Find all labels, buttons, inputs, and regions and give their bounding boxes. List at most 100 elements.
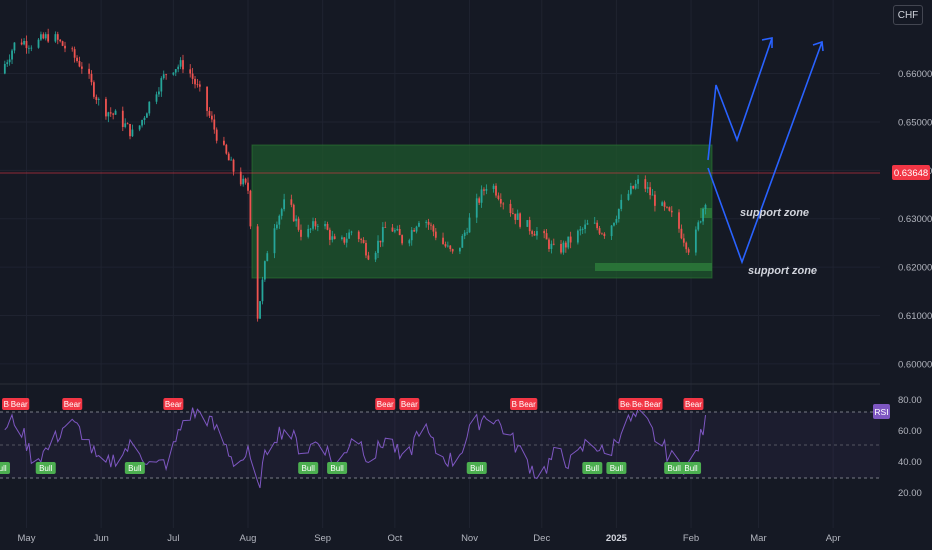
candle-body (155, 94, 158, 102)
candle-body (210, 115, 213, 120)
time-tick-label: May (18, 533, 36, 544)
consolidation-range-box[interactable] (251, 144, 713, 279)
bear-signal-label: Bear (642, 398, 663, 410)
candle-body (365, 242, 367, 256)
candle-body (266, 253, 269, 262)
time-tick-label: Nov (461, 533, 478, 544)
signal-badge (466, 462, 487, 474)
candle-body (446, 245, 449, 247)
candle-body (30, 47, 33, 49)
candle-body (148, 101, 151, 114)
candle-body (189, 69, 192, 74)
candle-body (663, 202, 666, 207)
signal-badge (681, 462, 702, 474)
rsi-tick-label: 20.00 (898, 488, 922, 499)
candle-body (379, 240, 382, 243)
bear-signal-label: Bear (683, 398, 704, 410)
bull-signal-label: Bull (0, 462, 10, 474)
candle-body (27, 47, 30, 49)
candle-body (191, 73, 194, 79)
candle-body (613, 222, 615, 226)
candle-body (290, 199, 293, 205)
candle-body (263, 261, 266, 280)
candle-body (292, 204, 295, 222)
signal-badge (664, 462, 685, 474)
candle-body (531, 231, 534, 234)
price-tick-label: 0.65000 (898, 117, 932, 128)
candle-body (141, 120, 143, 126)
candle-body (177, 66, 180, 70)
candle-body (468, 217, 471, 233)
candle-body (511, 213, 514, 214)
rsi-axis[interactable]: 80.00 60.00 40.00 20.00 (898, 395, 922, 499)
bull-signal-label: Bull (124, 462, 145, 474)
candle-body (59, 39, 62, 42)
candle-body (215, 129, 218, 141)
candle-body (11, 50, 13, 60)
time-tick-label: Sep (314, 533, 331, 544)
time-tick-label: 2025 (606, 533, 628, 544)
forecast-arrow-path-2[interactable] (707, 41, 823, 265)
support-zone-lower-rect[interactable] (595, 263, 712, 271)
candle-body (225, 144, 228, 154)
candle-body (160, 78, 163, 92)
signal-text: Bull (668, 464, 682, 473)
candle-body (492, 185, 495, 190)
candle-body (543, 231, 546, 234)
candle-body (198, 84, 201, 87)
candle-body (475, 198, 478, 218)
candle-body (533, 233, 536, 236)
candle-body (593, 222, 596, 224)
candle-body (275, 224, 278, 229)
forecast-arrow-head-2 (812, 40, 824, 52)
candle-body (480, 189, 483, 203)
candle-body (112, 113, 115, 115)
candle-body (666, 206, 668, 208)
candle-body (341, 237, 343, 240)
candle-body (362, 239, 365, 243)
candle-body (131, 129, 134, 137)
candle-body (670, 210, 673, 213)
rsi-legend-badge[interactable]: RSI (873, 404, 890, 419)
candle-body (6, 62, 9, 64)
forecast-arrow-path[interactable] (707, 37, 773, 161)
candle-body (654, 194, 656, 206)
signal-badge (327, 462, 348, 474)
candle-body (687, 249, 690, 253)
candle-body (418, 222, 420, 227)
candle-body (80, 66, 83, 69)
candle-body (410, 230, 413, 241)
time-tick-label: Dec (533, 533, 550, 544)
candle-body (649, 187, 652, 196)
candle-body (121, 110, 124, 127)
candle-body (208, 110, 211, 116)
rsi-tick-label: 60.00 (898, 426, 922, 437)
candle-body (326, 223, 329, 230)
candle-body (297, 218, 300, 230)
candle-body (124, 123, 127, 127)
signal-text: Bull (0, 464, 7, 473)
candle-body (37, 39, 40, 48)
candle-body (562, 242, 565, 253)
time-axis[interactable]: May Jun Jul Aug Sep Oct Nov Dec 2025 Feb Mar Apr (18, 533, 841, 544)
candle-body (114, 110, 117, 115)
candle-body (550, 243, 553, 249)
candle-body (514, 213, 517, 220)
candle-body (384, 227, 387, 228)
signal-badge (62, 398, 83, 410)
bull-signal-label: Bull (681, 462, 702, 474)
signal-badge (124, 462, 145, 474)
candle-body (54, 34, 57, 42)
support-zone-upper-rect[interactable] (700, 208, 712, 218)
candle-body (413, 230, 416, 232)
time-tick-label: Mar (750, 533, 766, 544)
currency-button[interactable]: CHF (893, 5, 923, 25)
candle-body (78, 61, 81, 67)
candle-body (300, 229, 302, 237)
bull-signal-label: Bull (327, 462, 348, 474)
candle-body (528, 220, 531, 232)
signal-text: Bear (401, 400, 418, 409)
price-tick-label: 0.61000 (898, 311, 932, 322)
candle-body (230, 159, 233, 161)
